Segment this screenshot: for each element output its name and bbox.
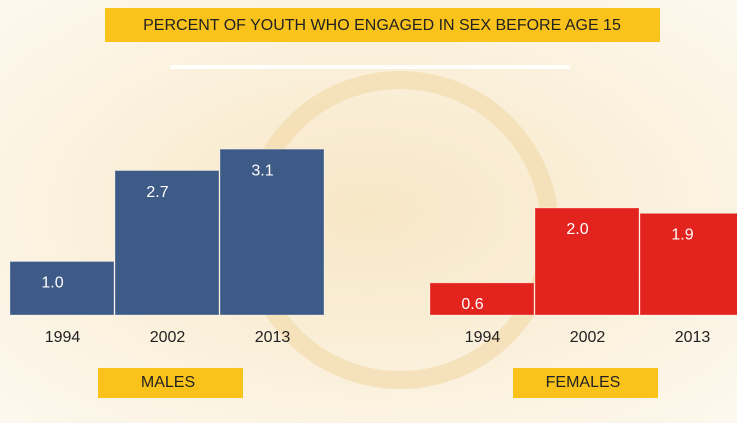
group-label-box <box>513 368 658 398</box>
bar <box>114 170 220 316</box>
x-tick-label: 2013 <box>675 329 711 346</box>
value-label: 1.0 <box>41 275 63 292</box>
bar <box>639 212 737 316</box>
group-label: MALES <box>141 374 195 391</box>
x-tick-label: 2013 <box>255 329 291 346</box>
bar <box>9 261 115 316</box>
x-tick-label: 2002 <box>150 329 186 346</box>
value-label: 2.0 <box>566 221 588 238</box>
divider <box>170 65 570 69</box>
value-label: 3.1 <box>251 162 273 179</box>
group-label-box <box>98 368 243 398</box>
x-tick-label: 1994 <box>45 329 81 346</box>
x-tick-label: 2002 <box>570 329 606 346</box>
group-label: FEMALES <box>546 374 621 391</box>
title-box <box>105 8 660 42</box>
bar <box>534 207 640 316</box>
value-label: 2.7 <box>146 184 168 201</box>
bar <box>429 282 535 316</box>
chart-title: PERCENT OF YOUTH WHO ENGAGED IN SEX BEFO… <box>143 17 621 34</box>
x-tick-label: 1994 <box>465 329 501 346</box>
bar <box>219 148 325 316</box>
value-label: 1.9 <box>671 227 693 244</box>
value-label: 0.6 <box>461 296 483 313</box>
